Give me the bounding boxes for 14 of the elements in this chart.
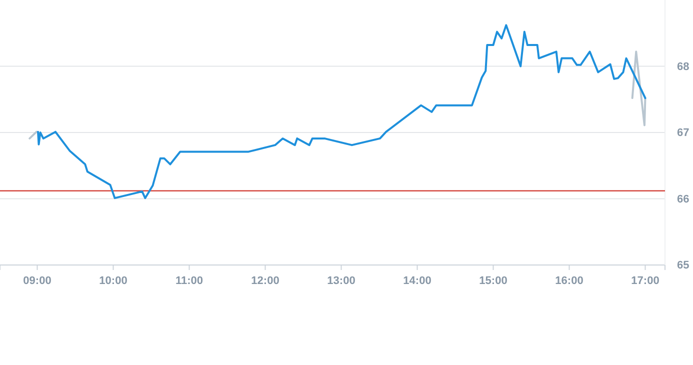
x-tick-label: 17:00 xyxy=(631,274,660,287)
x-tick-label: 10:00 xyxy=(99,274,128,287)
y-tick-label: 66 xyxy=(677,193,690,206)
y-tick-label: 65 xyxy=(677,260,690,272)
x-tick-label: 12:00 xyxy=(251,274,280,287)
x-tick-label: 11:00 xyxy=(175,274,204,287)
x-tick-label: 13:00 xyxy=(327,274,356,287)
y-tick-label: 68 xyxy=(677,60,690,73)
line-series xyxy=(37,24,646,200)
x-tick-label: 15:00 xyxy=(479,274,508,287)
x-tick-label: 14:00 xyxy=(403,274,432,287)
x-tick-label: 09:00 xyxy=(23,274,52,287)
x-tick-label: 16:00 xyxy=(555,274,584,287)
y-tick-label: 67 xyxy=(677,127,690,140)
